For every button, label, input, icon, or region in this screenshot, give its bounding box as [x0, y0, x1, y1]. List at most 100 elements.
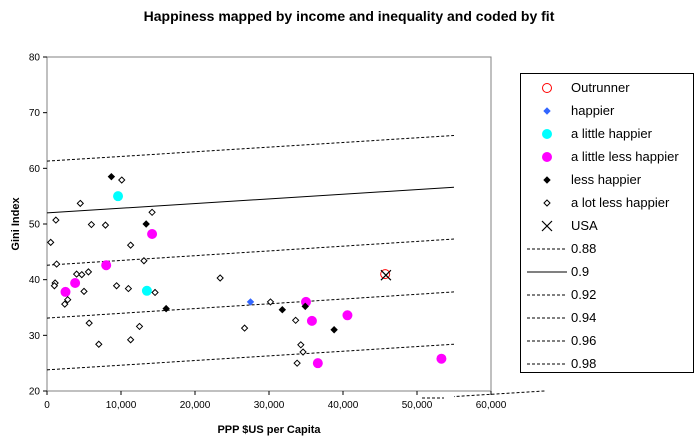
point-a-lot-less-happier — [95, 340, 103, 348]
point-a-lot-less-happier — [52, 216, 60, 224]
legend-swatch — [541, 220, 553, 232]
legend-entry: a little less happier — [521, 147, 693, 167]
legend-swatch — [543, 176, 551, 184]
point-a-little-less-happier — [70, 278, 81, 289]
point-a-lot-less-happier — [140, 257, 148, 265]
point-a-lot-less-happier — [151, 288, 159, 297]
x-tick-label: 30,000 — [254, 400, 285, 411]
legend-marker — [542, 129, 552, 139]
point-a-little-less-happier — [60, 286, 71, 297]
point-a-little-happier — [141, 285, 152, 296]
legend-label: USA — [571, 218, 598, 233]
legend-label: 0.9 — [571, 264, 590, 279]
y-tick-label: 50 — [29, 220, 41, 231]
legend-swatch — [543, 199, 551, 207]
point-a-lot-less-happier — [126, 241, 135, 249]
point-a-little-less-happier — [312, 358, 323, 369]
legend-swatch — [542, 129, 552, 139]
legend-marker — [541, 220, 553, 232]
legend-entry: a little happier — [521, 124, 693, 144]
legend-swatch — [527, 340, 567, 342]
point-a-lot-less-happier — [78, 270, 86, 279]
legend-marker — [542, 83, 552, 93]
legend-marker — [543, 176, 551, 184]
legend-entry: 0.88 — [521, 239, 693, 259]
legend-entry: Outrunner — [521, 78, 693, 98]
point-a-lot-less-happier — [64, 295, 72, 304]
legend-entry: 0.9 — [521, 262, 693, 282]
legend-entry: happier — [521, 101, 693, 121]
point-less-happier — [107, 172, 116, 181]
x-tick-label: 50,000 — [402, 400, 433, 411]
fit-line-0.94 — [46, 291, 455, 319]
legend-swatch — [527, 271, 567, 273]
point-a-lot-less-happier — [126, 336, 135, 344]
legend-entry: 0.94 — [521, 308, 693, 328]
point-a-lot-less-happier — [293, 359, 301, 367]
legend-label: 0.94 — [571, 310, 597, 325]
legend-label: 0.92 — [571, 287, 597, 302]
point-a-lot-less-happier — [240, 324, 249, 332]
fit-line-0.88 — [46, 134, 455, 162]
legend-swatch — [527, 294, 567, 296]
point-a-lot-less-happier — [61, 300, 69, 308]
legend-label: less happier — [571, 172, 642, 187]
legend-marker — [543, 199, 551, 207]
y-tick-label: 60 — [29, 164, 41, 175]
legend-swatch — [527, 248, 567, 250]
y-axis-title: Gini Index — [10, 197, 22, 251]
legend-label: Outrunner — [571, 80, 630, 95]
x-tick-label: 0 — [44, 400, 50, 411]
point-a-lot-less-happier — [112, 282, 121, 290]
fit-line-0.92 — [46, 238, 455, 266]
point-a-lot-less-happier — [101, 221, 110, 229]
point-a-lot-less-happier — [266, 298, 275, 306]
point-less-happier — [301, 302, 309, 311]
x-axis-title: PPP $US per Capita — [217, 424, 321, 436]
point-less-happier — [142, 220, 150, 228]
x-tick-label: 40,000 — [328, 400, 359, 411]
point-a-lot-less-happier — [72, 270, 81, 278]
y-tick-label: 80 — [29, 53, 41, 64]
point-a-lot-less-happier — [85, 319, 93, 327]
point-a-lot-less-happier — [76, 199, 85, 208]
point-less-happier — [278, 306, 287, 314]
point-a-lot-less-happier — [87, 220, 96, 229]
point-a-little-less-happier — [101, 260, 112, 271]
point-outrunner — [380, 269, 391, 280]
point-less-happier — [162, 304, 170, 313]
point-a-little-happier — [113, 191, 124, 202]
legend-label: 0.88 — [571, 241, 597, 256]
point-usa — [380, 269, 392, 281]
y-tick-label: 20 — [29, 387, 41, 398]
point-a-little-less-happier — [436, 353, 447, 364]
legend-marker — [542, 152, 552, 162]
legend-entry: USA — [521, 216, 693, 236]
legend-entry: a lot less happier — [521, 193, 693, 213]
y-axis: 20 30 40 50 60 70 80 — [29, 53, 47, 398]
x-axis: 0 10,000 20,000 30,000 40,000 50,000 60,000 — [44, 391, 507, 411]
point-a-lot-less-happier — [84, 268, 93, 276]
legend-marker — [543, 107, 551, 115]
point-a-lot-less-happier — [124, 284, 133, 293]
fit-lines — [46, 134, 545, 398]
point-a-lot-less-happier — [46, 238, 55, 247]
x-tick-label: 60,000 — [476, 400, 507, 411]
fit-line-0.9 — [46, 186, 455, 214]
data-points — [46, 172, 447, 369]
y-tick-label: 30 — [29, 331, 41, 342]
legend-label: a little happier — [571, 126, 652, 141]
legend-swatch — [543, 107, 551, 115]
point-a-little-less-happier — [147, 229, 158, 240]
point-a-little-less-happier — [306, 315, 317, 326]
legend-entry: 0.98 — [521, 354, 693, 374]
legend-label: a lot less happier — [571, 195, 670, 210]
legend-label: happier — [571, 103, 615, 118]
point-a-lot-less-happier — [80, 287, 88, 296]
point-a-little-less-happier — [342, 310, 353, 321]
legend-swatch — [527, 363, 567, 365]
legend: Outrunner happier a little happier a little… — [520, 73, 694, 373]
x-tick-label: 10,000 — [106, 400, 137, 411]
y-tick-label: 40 — [29, 275, 41, 286]
